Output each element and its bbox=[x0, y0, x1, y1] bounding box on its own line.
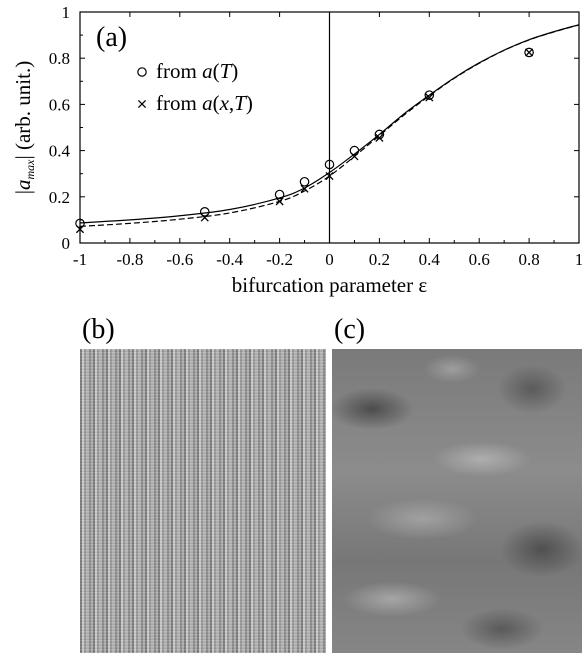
x-tick-label: 0.4 bbox=[419, 250, 441, 269]
data-point-cross bbox=[75, 225, 85, 234]
legend-marker-circle bbox=[137, 67, 147, 77]
x-tick-label: 0.6 bbox=[469, 250, 490, 269]
x-tick-label: -0.2 bbox=[266, 250, 293, 269]
turbulent-pattern-image bbox=[332, 349, 582, 653]
x-tick-label: -0.4 bbox=[216, 250, 243, 269]
y-tick-label: 0.6 bbox=[49, 95, 70, 114]
x-tick-label: 1 bbox=[575, 250, 582, 269]
panel-a-label: (a) bbox=[96, 22, 127, 53]
y-tick-label: 0 bbox=[62, 234, 71, 253]
data-point-circle bbox=[424, 90, 435, 100]
data-point-circle bbox=[75, 218, 85, 229]
chart-a: -1 -0.8 -0.6 -0.4 -0.2 0 0.2 0.4 0.6 0.8 1 0 0.2 0.4 0… bbox=[11, 3, 582, 297]
data-point-cross bbox=[275, 197, 284, 206]
panel-c-label: (c) bbox=[334, 314, 366, 345]
data-point-circle bbox=[199, 207, 210, 217]
data-point-circle bbox=[524, 47, 534, 58]
data-point-cross bbox=[350, 152, 359, 161]
data-point-circle bbox=[349, 145, 360, 156]
data-point-circle bbox=[274, 189, 285, 200]
legend-marker-cross bbox=[137, 99, 147, 109]
x-tick-label: -0.6 bbox=[166, 250, 193, 269]
legend-entry: from a(T) bbox=[156, 59, 238, 83]
data-point-circle bbox=[299, 176, 310, 187]
data-point-circle bbox=[324, 159, 335, 170]
data-point-cross bbox=[300, 184, 309, 193]
x-tick-label: 0.8 bbox=[518, 250, 539, 269]
data-point-cross bbox=[375, 133, 384, 142]
y-axis-title: |amax| (arb. unit.) bbox=[11, 61, 37, 194]
stripe-pattern-image bbox=[80, 349, 326, 653]
data-point-cross bbox=[325, 171, 334, 181]
legend-entry: from a(x,T) bbox=[156, 91, 253, 115]
y-tick-label: 0.4 bbox=[49, 142, 71, 161]
data-point-cross bbox=[525, 48, 534, 57]
panel-b-label: (b) bbox=[82, 314, 115, 345]
x-tick-label: -0.8 bbox=[116, 250, 143, 269]
y-tick-label: 0.8 bbox=[49, 49, 70, 68]
y-tick-label: 1 bbox=[62, 3, 71, 22]
fit-curve-dashed bbox=[79, 24, 580, 227]
x-tick-label: 0 bbox=[325, 250, 334, 269]
x-tick-label: -1 bbox=[73, 250, 87, 269]
data-point-cross bbox=[200, 213, 209, 222]
data-point-cross bbox=[425, 93, 434, 102]
y-tick-label: 0.2 bbox=[49, 188, 70, 207]
x-tick-label: 0.2 bbox=[369, 250, 390, 269]
x-axis-title: bifurcation parameter ε bbox=[232, 273, 428, 297]
